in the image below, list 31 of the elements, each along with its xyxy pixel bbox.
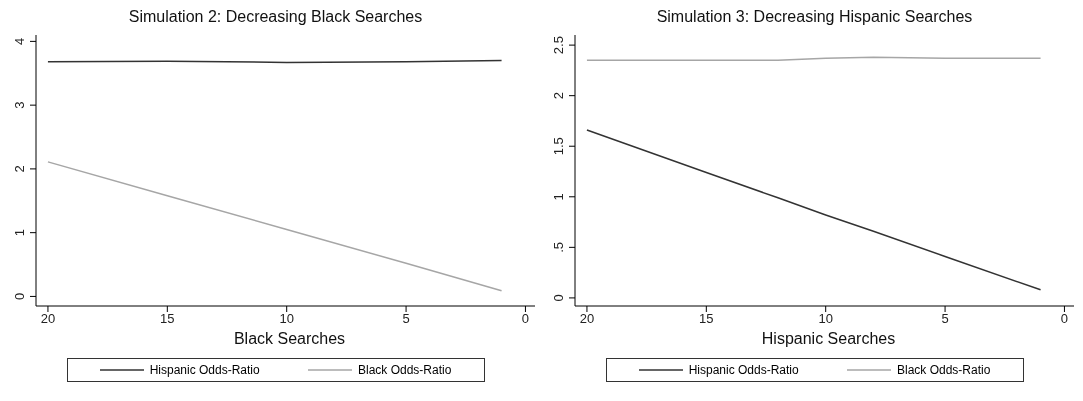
line-series [47, 161, 503, 292]
x-tick-label: 5 [941, 311, 949, 327]
x-axis-title: Black Searches [232, 330, 347, 348]
x-axis-title: Hispanic Searches [760, 330, 897, 348]
y-tick-label: 1 [551, 193, 566, 201]
y-tick-label: 4 [12, 37, 27, 45]
x-tick-label: 15 [160, 311, 175, 327]
legend-label: Hispanic Odds-Ratio [687, 363, 799, 377]
legend-label: Black Odds-Ratio [895, 363, 991, 377]
y-tick-label: 2.5 [551, 36, 566, 55]
legend-label: Hispanic Odds-Ratio [148, 363, 260, 377]
x-tick-label: 10 [818, 311, 833, 327]
x-tick-label: 0 [1060, 311, 1069, 327]
y-tick-label: 1 [12, 229, 27, 237]
legend-label: Black Odds-Ratio [356, 363, 452, 377]
x-tick-label: 20 [579, 311, 595, 327]
y-tick-label: .5 [551, 241, 566, 253]
line-series [586, 129, 1042, 291]
y-tick-label: 0 [12, 292, 27, 301]
chart-title: Simulation 2: Decreasing Black Searches [127, 8, 424, 27]
y-tick-label: 3 [12, 101, 27, 109]
y-tick-label: 1.5 [551, 137, 566, 156]
x-tick-label: 15 [699, 311, 714, 327]
chart-title: Simulation 3: Decreasing Hispanic Searches [655, 8, 974, 27]
y-tick-label: 2 [551, 92, 566, 100]
x-tick-label: 20 [40, 311, 56, 327]
x-tick-label: 0 [521, 311, 530, 327]
x-tick-label: 5 [402, 311, 410, 327]
y-tick-label: 2 [12, 165, 27, 173]
x-tick-label: 10 [279, 311, 294, 327]
y-tick-label: 0 [551, 294, 566, 302]
